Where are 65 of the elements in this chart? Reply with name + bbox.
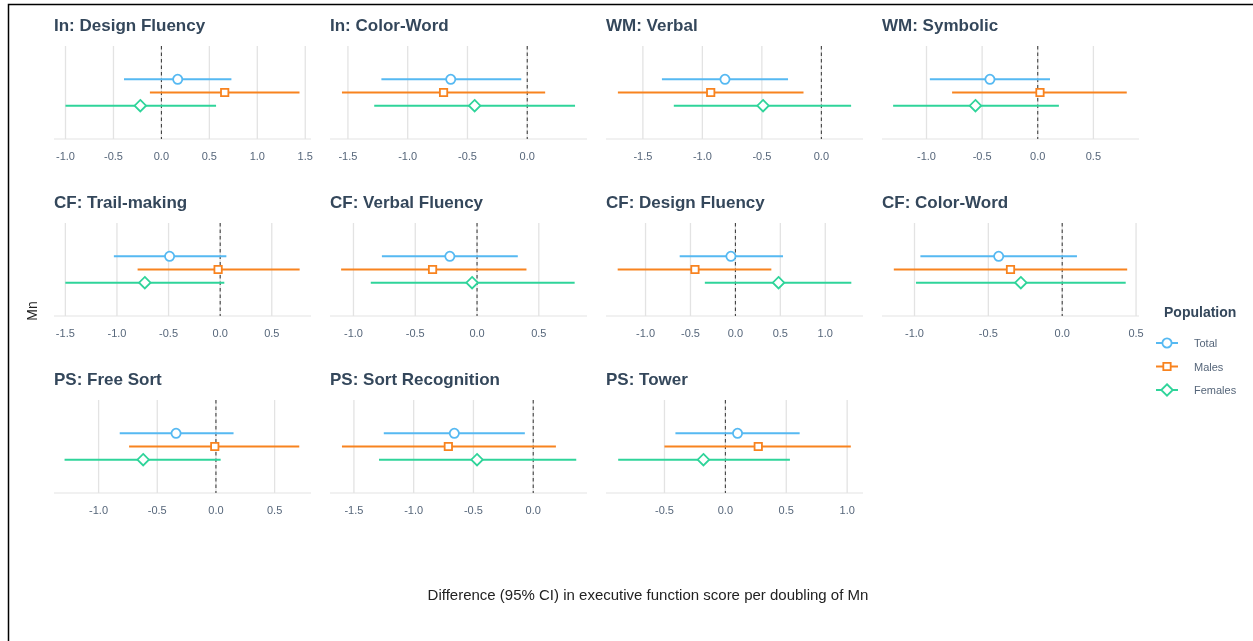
x-tick-label: 0.0: [519, 150, 535, 162]
x-tick-label: 0.5: [531, 327, 547, 339]
x-tick-label: -0.5: [159, 327, 179, 339]
x-tick-label: -1.0: [404, 504, 424, 516]
x-tick-label: 0.0: [1030, 150, 1046, 162]
x-tick-label: 0.5: [201, 150, 217, 162]
x-tick-label: -1.5: [55, 327, 75, 339]
x-tick-label: 0.0: [717, 504, 734, 516]
x-tick-label: -1.0: [636, 327, 656, 339]
x-tick-label: -1.0: [343, 327, 363, 339]
chart-title: CF: Color-Word: [882, 193, 1009, 212]
x-tick-label: -0.5: [147, 504, 167, 516]
x-tick-label: -1.0: [917, 150, 936, 162]
chart-title: CF: Design Fluency: [606, 193, 766, 212]
x-tick-label: 0.0: [469, 327, 485, 339]
x-tick-label: -0.5: [405, 327, 425, 339]
x-tick-label: -0.5: [680, 327, 700, 339]
x-tick-label: -0.5: [972, 150, 992, 162]
x-tick-label: -0.5: [457, 150, 477, 162]
x-tick-label: 0.5: [266, 504, 283, 516]
chart-title: WM: Verbal: [606, 16, 698, 35]
x-tick-label: -1.0: [905, 327, 924, 339]
x-tick-label: 1.0: [249, 150, 265, 162]
chart-title: PS: Sort Recognition: [330, 370, 500, 389]
legend-title: Population: [1164, 304, 1237, 320]
x-tick-label: 0.5: [264, 327, 280, 339]
x-tick-label: -0.5: [654, 504, 674, 516]
x-tick-label: -0.5: [463, 504, 483, 516]
chart-title: In: Color-Word: [330, 16, 449, 35]
x-tick-label: 0.5: [1128, 327, 1144, 339]
x-tick-label: 0.0: [208, 504, 224, 516]
x-tick-label: 0.5: [1085, 150, 1102, 162]
x-tick-label: 1.5: [297, 150, 313, 162]
legend-label: Males: [1194, 360, 1224, 373]
x-tick-label: 0.0: [153, 150, 170, 162]
x-tick-label: -1.0: [398, 150, 418, 162]
x-tick-label: -1.5: [338, 150, 358, 162]
x-tick-label: -1.0: [89, 504, 109, 516]
chart-title: CF: Trail-making: [54, 193, 188, 212]
legend-label: Females: [1194, 384, 1237, 396]
x-tick-label: -1.0: [56, 150, 75, 162]
x-tick-label: 0.5: [778, 504, 794, 516]
x-tick-label: 0.0: [727, 327, 744, 339]
x-tick-label: 0.0: [525, 504, 541, 516]
y-axis-title: Mn: [24, 301, 40, 321]
x-axis-title: Difference (95% CI) in executive function score per doubling of Mn: [427, 586, 869, 603]
x-tick-label: 1.0: [817, 327, 833, 339]
chart-title: In: Design Fluency: [54, 16, 206, 35]
x-tick-label: 0.0: [1054, 327, 1070, 339]
x-tick-label: -1.0: [107, 327, 127, 339]
x-tick-label: -0.5: [103, 150, 123, 162]
x-tick-label: -1.5: [344, 504, 364, 516]
x-tick-label: 0.0: [813, 150, 829, 162]
chart-title: WM: Symbolic: [882, 16, 999, 35]
x-tick-label: 1.0: [839, 504, 855, 516]
x-tick-label: -1.5: [633, 150, 653, 162]
x-tick-label: -0.5: [978, 327, 998, 339]
chart-title: PS: Free Sort: [54, 370, 163, 389]
chart-title: PS: Tower: [606, 370, 689, 389]
chart-title: CF: Verbal Fluency: [330, 193, 484, 212]
x-tick-label: 0.0: [212, 327, 228, 339]
legend-label: Total: [1194, 337, 1218, 349]
x-tick-label: 0.5: [772, 327, 788, 339]
x-tick-label: -1.0: [692, 150, 712, 162]
x-tick-label: -0.5: [752, 150, 772, 162]
